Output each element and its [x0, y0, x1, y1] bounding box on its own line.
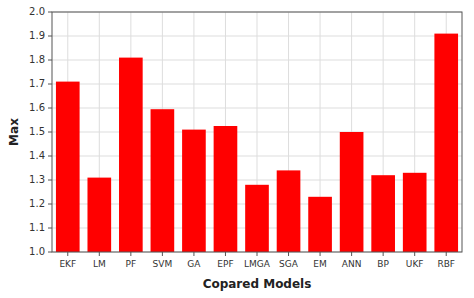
tick-label: EM: [313, 259, 326, 269]
tick-label: EPF: [217, 259, 233, 269]
tick-label: 1.7: [29, 78, 45, 89]
tick-mark: [48, 12, 52, 13]
tick-mark: [99, 252, 100, 256]
bar: [87, 178, 111, 252]
tick-label: UKF: [406, 259, 424, 269]
bar: [308, 197, 332, 252]
tick-mark: [48, 36, 52, 37]
bar: [277, 170, 301, 252]
tick-mark: [288, 252, 289, 256]
bar: [151, 109, 175, 252]
tick-label: RBF: [437, 259, 455, 269]
tick-mark: [48, 60, 52, 61]
chart: 1.0 1.1 1.2 1.3 1.4 1.5 1.6 1.7 1.8 1.9 2.0 EKF LM PF…: [0, 0, 474, 298]
bar: [403, 173, 427, 252]
tick-label: BP: [377, 259, 389, 269]
tick-mark: [48, 204, 52, 205]
bar: [56, 82, 80, 252]
tick-mark: [257, 252, 258, 256]
grid: [52, 12, 462, 252]
tick-label: 1.8: [29, 54, 45, 65]
bar: [214, 126, 238, 252]
bar: [340, 132, 364, 252]
x-axis-label: Copared Models: [203, 277, 312, 291]
bar: [245, 185, 269, 252]
tick-mark: [446, 252, 447, 256]
tick-mark: [193, 252, 194, 256]
tick-label: 1.5: [29, 126, 45, 137]
tick-label: 1.0: [29, 246, 45, 257]
tick-label: ANN: [342, 259, 362, 269]
tick-mark: [383, 252, 384, 256]
bar: [182, 130, 206, 252]
tick-label: LM: [93, 259, 106, 269]
tick-label: 1.9: [29, 30, 45, 41]
chart-container: 1.0 1.1 1.2 1.3 1.4 1.5 1.6 1.7 1.8 1.9 2.0 EKF LM PF…: [0, 0, 474, 298]
tick-mark: [225, 252, 226, 256]
bar: [371, 175, 395, 252]
tick-mark: [130, 252, 131, 256]
tick-mark: [414, 252, 415, 256]
tick-label: 1.3: [29, 174, 45, 185]
y-axis-label: Max: [7, 118, 21, 146]
bar: [434, 34, 458, 252]
tick-label: EKF: [59, 259, 76, 269]
tick-mark: [48, 228, 52, 229]
bars: [56, 34, 458, 252]
tick-label: PF: [126, 259, 137, 269]
tick-label: 1.6: [29, 102, 45, 113]
bar: [119, 58, 143, 252]
tick-mark: [320, 252, 321, 256]
tick-mark: [48, 132, 52, 133]
tick-mark: [48, 84, 52, 85]
tick-label: SVM: [153, 259, 173, 269]
tick-label: 1.2: [29, 198, 45, 209]
plot-frame: [52, 12, 462, 252]
tick-label: 1.1: [29, 222, 45, 233]
tick-mark: [48, 156, 52, 157]
axes: 1.0 1.1 1.2 1.3 1.4 1.5 1.6 1.7 1.8 1.9 2.0 EKF LM PF…: [29, 6, 462, 269]
tick-mark: [48, 252, 52, 253]
tick-label: SGA: [279, 259, 299, 269]
tick-mark: [162, 252, 163, 256]
tick-mark: [48, 108, 52, 109]
tick-label: 1.4: [29, 150, 45, 161]
tick-mark: [48, 180, 52, 181]
tick-label: GA: [187, 259, 201, 269]
tick-label: 2.0: [29, 6, 45, 17]
tick-mark: [351, 252, 352, 256]
tick-label: LMGA: [244, 259, 271, 269]
tick-mark: [67, 252, 68, 256]
